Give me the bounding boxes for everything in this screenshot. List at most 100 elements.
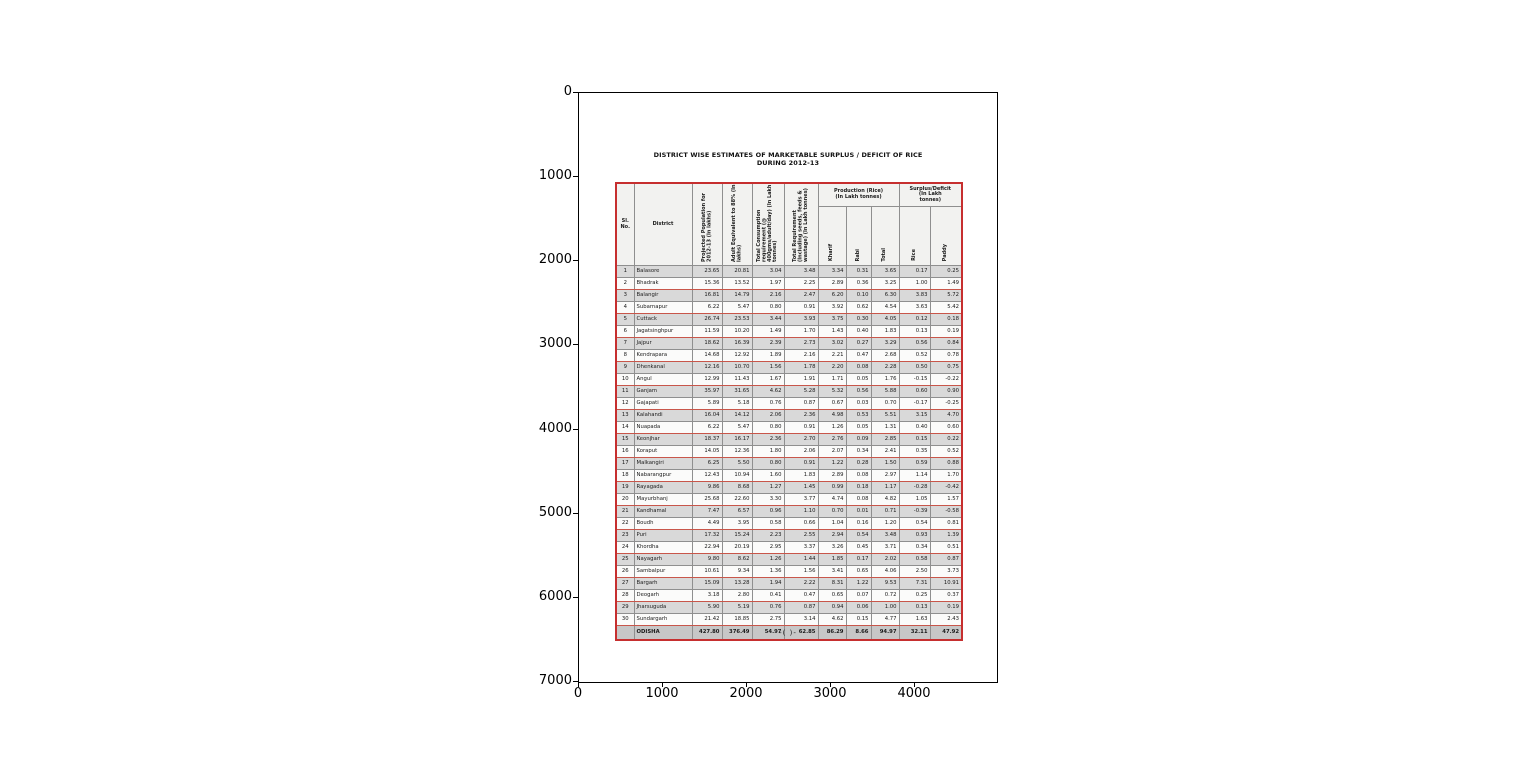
value-cell: 0.40 — [845, 325, 872, 338]
sl-cell: 11 — [615, 385, 635, 398]
value-cell: 1.56 — [751, 361, 785, 374]
value-cell: 35.97 — [691, 385, 723, 398]
value-cell: 5.72 — [929, 289, 963, 302]
table-row: 8 Kendrapara 14.68 12.92 1.89 2.16 2.21 0.47 2.6… — [615, 349, 963, 362]
value-cell: 0.58 — [898, 553, 931, 566]
value-cell: 3.63 — [898, 301, 931, 314]
value-cell: 3.41 — [817, 565, 847, 578]
value-cell: 1.78 — [783, 361, 819, 374]
table-row: 18 Nabarangpur 12.43 10.94 1.60 1.83 2.89 0.08 2… — [615, 469, 963, 482]
value-cell: 0.71 — [870, 505, 900, 518]
district-cell: Puri — [633, 529, 693, 542]
header-adult-equivalent: Adult Equivalent to 88% (In lakhs) — [721, 182, 753, 266]
value-cell: 26.74 — [691, 313, 723, 326]
table-row: 21 Kandhamal 7.47 6.57 0.96 1.10 0.70 0.01 0.71-… — [615, 505, 963, 518]
value-cell: 0.93 — [898, 529, 931, 542]
value-cell: 0.08 — [845, 361, 872, 374]
value-cell: 2.28 — [870, 361, 900, 374]
value-cell: 0.19 — [929, 601, 963, 614]
value-cell: 0.22 — [929, 433, 963, 446]
value-cell: 0.91 — [783, 301, 819, 314]
value-cell: 1.56 — [783, 565, 819, 578]
header-kharif: Kharif — [817, 206, 847, 266]
value-cell: 94.97 — [870, 625, 900, 641]
y-tick-label: 7000 — [538, 673, 572, 688]
y-tick-mark — [573, 681, 578, 682]
value-cell: 2.43 — [929, 613, 963, 626]
value-cell: 3.37 — [783, 541, 819, 554]
value-cell: 1.27 — [751, 481, 785, 494]
value-cell: 0.94 — [817, 601, 847, 614]
x-tick-label: 2000 — [729, 686, 763, 701]
value-cell: 8.66 — [845, 625, 872, 641]
district-cell: Malkangiri — [633, 457, 693, 470]
value-cell: 0.10 — [845, 289, 872, 302]
value-cell: 0.13 — [898, 325, 931, 338]
value-cell: 1.49 — [929, 277, 963, 290]
sl-cell: 24 — [615, 541, 635, 554]
sl-cell: 22 — [615, 517, 635, 530]
value-cell: 3.34 — [817, 265, 847, 278]
value-cell: 0.13 — [898, 601, 931, 614]
value-cell: 3.25 — [870, 277, 900, 290]
header-projected-population: Projected Population for 2012-13 (In lak… — [691, 182, 723, 266]
header-district: District — [633, 182, 693, 266]
value-cell: -0.15 — [898, 373, 931, 386]
table-row: 19 Rayagada 9.86 8.68 1.27 1.45 0.99 0.18 1.17 -0… — [615, 481, 963, 494]
value-cell: 16.04 — [691, 409, 723, 422]
district-cell: Khordha — [633, 541, 693, 554]
district-cell: Kendrapara — [633, 349, 693, 362]
value-cell: 5.47 — [721, 421, 753, 434]
value-cell: 3.14 — [783, 613, 819, 626]
table-row: 11 Ganjam 35.97 31.65 4.62 5.28 5.32 0.56 5.88 0.… — [615, 385, 963, 398]
value-cell: 0.08 — [845, 493, 872, 506]
table-row: 7 Jajpur 18.62 16.39 2.39 2.73 3.02 0.27 3.29 0.5… — [615, 337, 963, 350]
value-cell: 0.67 — [817, 397, 847, 410]
value-cell: 5.88 — [870, 385, 900, 398]
header-sl-no: Sl. No. — [615, 182, 635, 266]
value-cell: 0.91 — [783, 457, 819, 470]
district-cell: Dhenkanal — [633, 361, 693, 374]
value-cell: 0.80 — [751, 457, 785, 470]
value-cell: 18.85 — [721, 613, 753, 626]
value-cell: 1.36 — [751, 565, 785, 578]
district-cell: Deogarh — [633, 589, 693, 602]
sl-cell: 29 — [615, 601, 635, 614]
x-tick-mark — [746, 682, 747, 687]
y-tick-label: 0 — [563, 84, 572, 99]
value-cell: 13.52 — [721, 277, 753, 290]
table-row: 17 Malkangiri 6.25 5.50 0.80 0.91 1.22 0.28 1.50… — [615, 457, 963, 470]
table-row: 26 Sambalpur 10.61 9.34 1.36 1.56 3.41 0.65 4.06… — [615, 565, 963, 578]
value-cell: 0.28 — [845, 457, 872, 470]
value-cell: 1.63 — [898, 613, 931, 626]
value-cell: 2.50 — [898, 565, 931, 578]
table-row: 10 Angul 12.99 11.43 1.67 1.91 1.71 0.05 1.76 -0.… — [615, 373, 963, 386]
value-cell: 3.77 — [783, 493, 819, 506]
y-tick-mark — [573, 596, 578, 598]
value-cell: 18.37 — [691, 433, 723, 446]
value-cell: 0.03 — [845, 397, 872, 410]
value-cell: 4.82 — [870, 493, 900, 506]
value-cell: 3.92 — [817, 301, 847, 314]
value-cell: 4.62 — [751, 385, 785, 398]
value-cell: 2.85 — [870, 433, 900, 446]
table-row: 25 Nayagarh 9.80 8.62 1.26 1.44 1.85 0.17 2.02 0.… — [615, 553, 963, 566]
value-cell: 1.22 — [845, 577, 872, 590]
sl-cell: 8 — [615, 349, 635, 362]
value-cell: 0.65 — [845, 565, 872, 578]
value-cell: 9.80 — [691, 553, 723, 566]
value-cell: 5.89 — [691, 397, 723, 410]
y-tick-mark — [573, 344, 578, 346]
value-cell: 5.50 — [721, 457, 753, 470]
value-cell: 4.77 — [870, 613, 900, 626]
value-cell: 0.62 — [845, 301, 872, 314]
value-cell: 0.81 — [929, 517, 963, 530]
value-cell: 5.90 — [691, 601, 723, 614]
district-cell: Kalahandi — [633, 409, 693, 422]
value-cell: 0.56 — [845, 385, 872, 398]
value-cell: 5.47 — [721, 301, 753, 314]
value-cell: 1.76 — [870, 373, 900, 386]
value-cell: 2.16 — [783, 349, 819, 362]
y-tick-label: 5000 — [538, 504, 572, 520]
value-cell: 2.97 — [870, 469, 900, 482]
